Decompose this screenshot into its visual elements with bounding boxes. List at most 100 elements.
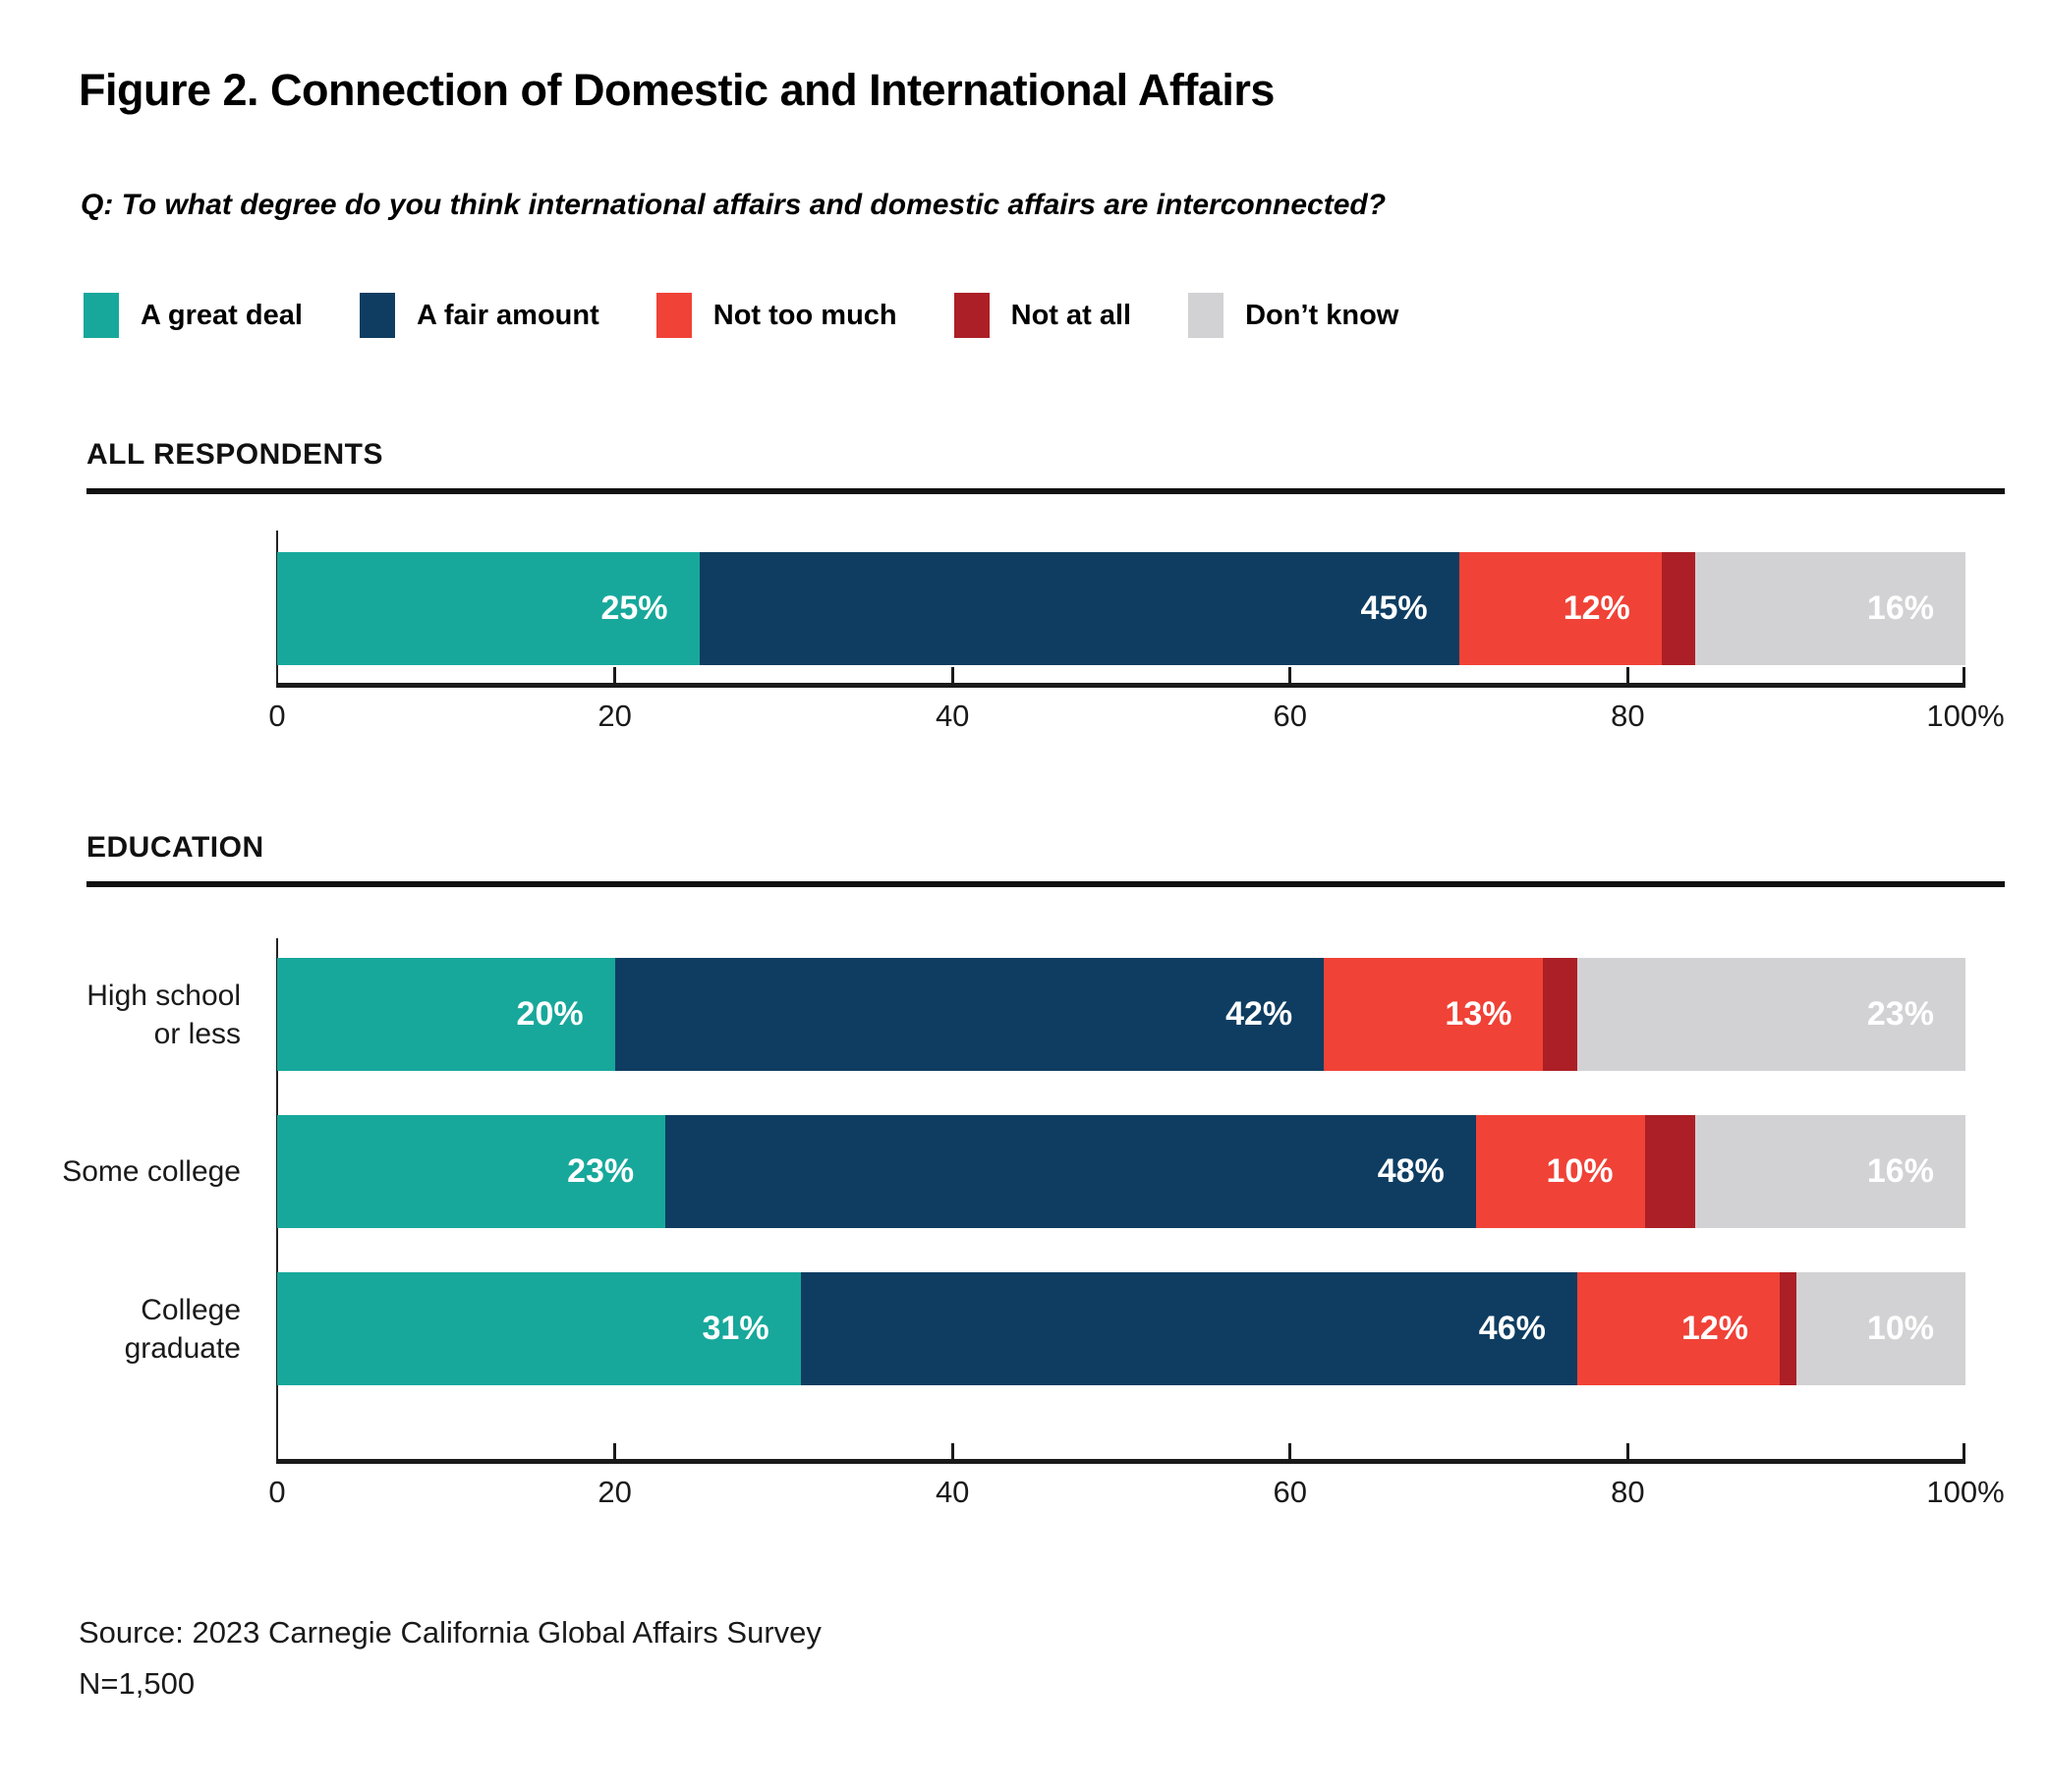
legend-label: Not too much <box>712 299 897 331</box>
sample-size: N=1,500 <box>79 1666 196 1701</box>
axis-tick-label: 80 <box>1611 699 1645 733</box>
x-axis: 0 20 40 60 80 100% <box>268 1443 2005 1532</box>
axis-tick <box>613 667 617 683</box>
bar-row: High school or less 20% 42% 13% 23% <box>0 958 1965 1071</box>
segment-value-label: 10% <box>1546 1152 1614 1190</box>
axis-tick-label: 20 <box>597 699 632 733</box>
segment-not-at-all <box>1780 1272 1797 1385</box>
legend-swatch <box>359 293 395 338</box>
x-axis-line <box>277 683 1965 688</box>
axis-tick <box>1963 667 1965 683</box>
segment-not-at-all <box>1644 1115 1696 1228</box>
segment-a-fair-amount: 46% <box>800 1272 1577 1385</box>
axis-tick-label: 80 <box>1611 1475 1645 1509</box>
bar-rows: 25% 45% 12% 16% <box>0 552 1965 665</box>
segment-value-label: 16% <box>1866 589 1934 627</box>
section-rule <box>86 488 2005 494</box>
legend-swatch <box>1188 293 1224 338</box>
legend-item: Don’t know <box>1188 293 1398 338</box>
segment-not-at-all <box>1661 552 1696 665</box>
segment-value-label: 23% <box>1866 995 1934 1033</box>
segment-not-at-all <box>1543 958 1577 1071</box>
axis-tick-label: 0 <box>268 1475 286 1509</box>
category-label: Some college <box>62 1155 241 1188</box>
segment-a-fair-amount: 48% <box>665 1115 1476 1228</box>
stacked-bar: 25% 45% 12% 16% <box>277 552 1965 665</box>
figure-title: Figure 2. Connection of Domestic and Int… <box>79 65 1275 115</box>
segment-value-label: 31% <box>702 1310 769 1347</box>
chart-education: High school or less 20% 42% 13% 23% Some coll… <box>0 938 2048 1547</box>
legend-swatch <box>953 293 990 338</box>
segment-not-too-much: 12% <box>1458 552 1662 665</box>
axis-tick <box>1963 1443 1965 1459</box>
section-header-education: EDUCATION <box>86 831 264 864</box>
axis-tick <box>1625 667 1629 683</box>
segment-a-great-deal: 23% <box>277 1115 666 1228</box>
segment-value-label: 12% <box>1563 589 1630 627</box>
legend-item: A fair amount <box>359 293 599 338</box>
axis-tick <box>950 667 954 683</box>
axis-tick-label: 60 <box>1273 699 1308 733</box>
segment-a-great-deal: 25% <box>277 552 700 665</box>
segment-value-label: 45% <box>1360 589 1428 627</box>
segment-value-label: 10% <box>1866 1310 1934 1347</box>
axis-tick <box>950 1443 954 1459</box>
axis-tick-label: 20 <box>597 1475 632 1509</box>
category-label <box>0 552 277 665</box>
segment-not-too-much: 10% <box>1475 1115 1645 1228</box>
axis-tick-label: 0 <box>268 699 286 733</box>
bar-row: College graduate 31% 46% 12% 10% <box>0 1272 1965 1385</box>
segment-value-label: 48% <box>1377 1152 1445 1190</box>
axis-tick-label: 40 <box>935 1475 970 1509</box>
legend-label: Not at all <box>1010 299 1132 331</box>
stacked-bar: 31% 46% 12% 10% <box>277 1272 1965 1385</box>
segment-value-label: 20% <box>516 995 584 1033</box>
segment-don-t-know: 23% <box>1576 958 1965 1071</box>
segment-not-too-much: 12% <box>1576 1272 1780 1385</box>
segment-value-label: 23% <box>567 1152 635 1190</box>
legend-swatch <box>655 293 692 338</box>
axis-tick <box>1288 1443 1292 1459</box>
segment-value-label: 16% <box>1866 1152 1934 1190</box>
legend-label: A fair amount <box>416 299 599 331</box>
section-header-all-respondents: ALL RESPONDENTS <box>86 438 383 471</box>
segment-don-t-know: 16% <box>1695 552 1965 665</box>
segment-value-label: 42% <box>1225 995 1293 1033</box>
bar-row: 25% 45% 12% 16% <box>0 552 1965 665</box>
axis-tick <box>1625 1443 1629 1459</box>
segment-a-great-deal: 31% <box>277 1272 801 1385</box>
axis-tick-label: 40 <box>935 699 970 733</box>
bar-row: Some college 23% 48% 10% 16% <box>0 1115 1965 1228</box>
segment-value-label: 25% <box>600 589 668 627</box>
legend-swatch <box>84 293 119 338</box>
segment-not-too-much: 13% <box>1324 958 1544 1071</box>
axis-tick <box>1288 667 1292 683</box>
source-note: Source: 2023 Carnegie California Global … <box>79 1607 822 1709</box>
segment-don-t-know: 10% <box>1796 1272 1965 1385</box>
x-axis-line <box>277 1459 1965 1464</box>
segment-value-label: 46% <box>1478 1310 1546 1347</box>
survey-question: Q: To what degree do you think internati… <box>81 189 1387 221</box>
chart-all-respondents: 25% 45% 12% 16% 0 20 40 60 80 100% <box>0 531 2048 796</box>
stacked-bar: 20% 42% 13% 23% <box>277 958 1965 1071</box>
legend-label: A great deal <box>141 299 303 331</box>
segment-a-great-deal: 20% <box>277 958 615 1071</box>
segment-a-fair-amount: 45% <box>699 552 1459 665</box>
axis-tick-label: 60 <box>1273 1475 1308 1509</box>
segment-a-fair-amount: 42% <box>614 958 1325 1071</box>
segment-value-label: 12% <box>1680 1310 1748 1347</box>
legend-label: Don’t know <box>1245 299 1399 331</box>
section-rule <box>86 881 2005 887</box>
category-label: High school or less <box>86 979 241 1050</box>
segment-don-t-know: 16% <box>1695 1115 1965 1228</box>
legend-item: Not at all <box>953 293 1132 338</box>
x-axis: 0 20 40 60 80 100% <box>268 667 2005 756</box>
stacked-bar: 23% 48% 10% 16% <box>277 1115 1965 1228</box>
legend-item: Not too much <box>655 293 897 338</box>
axis-tick-label: 100% <box>1926 699 2005 733</box>
axis-tick <box>613 1443 617 1459</box>
segment-value-label: 13% <box>1445 995 1512 1033</box>
bar-rows: High school or less 20% 42% 13% 23% Some coll… <box>0 958 1965 1429</box>
legend-item: A great deal <box>84 293 303 338</box>
